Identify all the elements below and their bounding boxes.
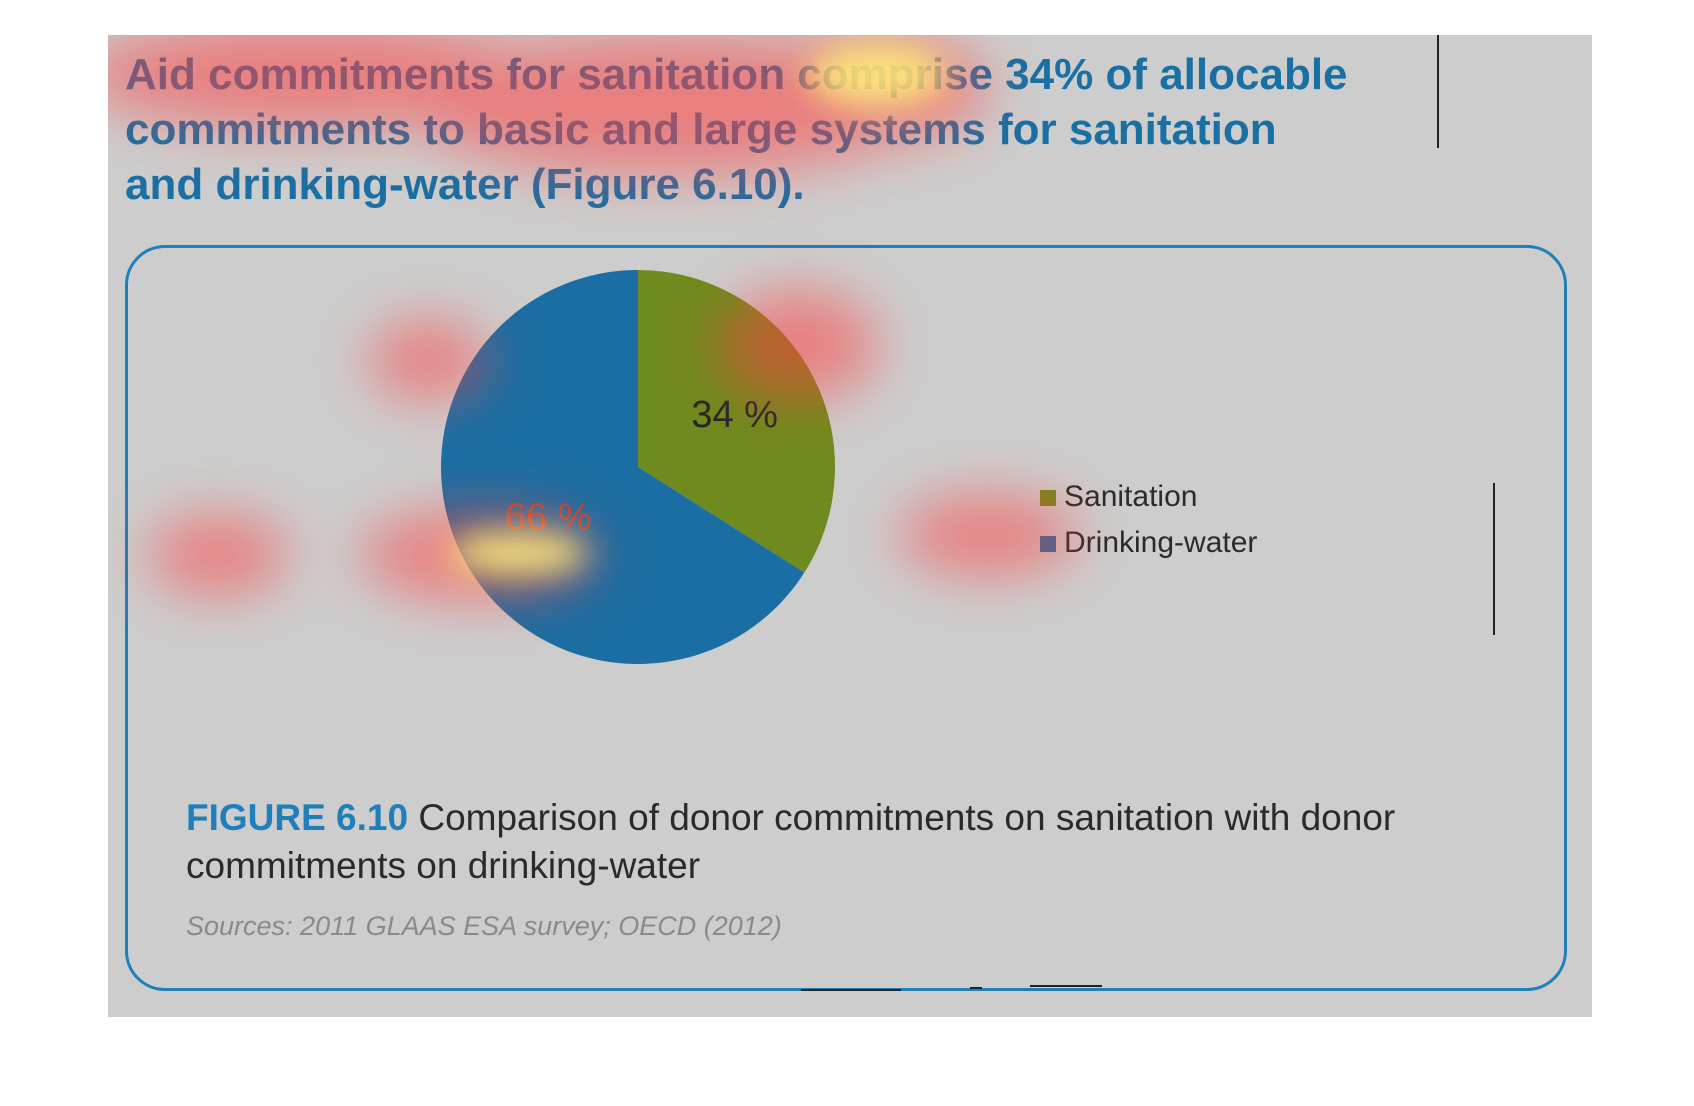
figure-caption: FIGURE 6.10 Comparison of donor commitme… xyxy=(186,794,1486,890)
pie-slices: 34 % 66 % xyxy=(440,270,835,664)
headline-highlight: 34% of allocable xyxy=(1005,50,1348,99)
footer-rule xyxy=(970,987,982,989)
legend-swatch xyxy=(1040,490,1056,506)
legend-swatch xyxy=(1040,536,1056,552)
report-page: Aid commitments for sanitation comprise … xyxy=(108,35,1592,1017)
figure-caption-text: Comparison of donor commitments on sanit… xyxy=(186,797,1396,886)
margin-rule-top xyxy=(1437,35,1439,148)
legend-label: Drinking-water xyxy=(1064,526,1257,559)
legend-label: Sanitation xyxy=(1064,480,1197,513)
footer-rule xyxy=(801,989,901,991)
legend-divider-rule xyxy=(1493,483,1495,635)
pie-data-label: 66 % xyxy=(505,496,592,538)
chart-legend: Sanitation Drinking-water xyxy=(1040,480,1257,559)
pie-data-label: 34 % xyxy=(691,394,778,436)
footer-rule xyxy=(1030,985,1102,987)
figure-label: FIGURE 6.10 xyxy=(186,797,409,838)
sources-note: Sources: 2011 GLAAS ESA survey; OECD (20… xyxy=(186,911,782,941)
